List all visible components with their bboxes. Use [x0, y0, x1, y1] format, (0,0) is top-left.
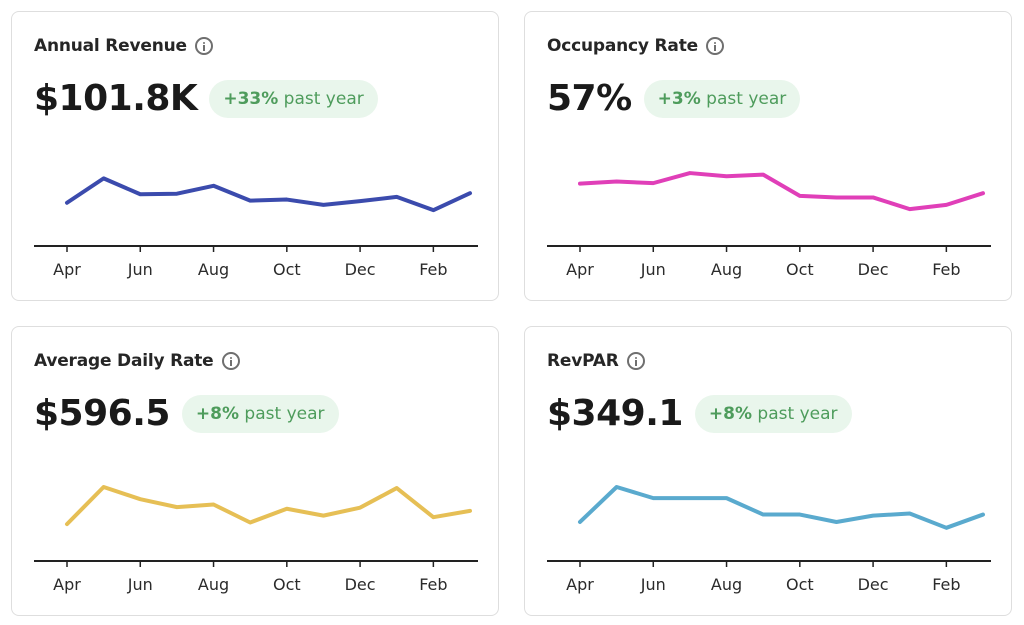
card-title: RevPAR	[547, 351, 619, 371]
change-suffix: past year	[752, 403, 838, 424]
change-percent: +3%	[657, 88, 701, 109]
metric-row: 57% +3% past year	[547, 78, 801, 119]
card-header: Annual Revenue	[34, 36, 213, 56]
card-title: Occupancy Rate	[547, 36, 698, 56]
metric-row: $101.8K +33% past year	[34, 78, 378, 119]
metric-value: $596.5	[34, 393, 170, 434]
change-badge: +8% past year	[694, 394, 852, 433]
x-tick-label: Jun	[640, 575, 666, 594]
x-tick-label: Oct	[786, 260, 814, 279]
metric-value: $349.1	[547, 393, 683, 434]
occupancy-rate-chart: Apr Jun Aug Oct Dec Feb	[547, 171, 991, 279]
revpar-chart: Apr Jun Aug Oct Dec Feb	[547, 485, 991, 594]
change-percent: +8%	[195, 403, 240, 424]
occupancy-rate-card: Occupancy Rate 57% +3% past year Apr Jun A…	[524, 11, 1012, 301]
change-percent: +33%	[223, 88, 279, 109]
series-line	[578, 485, 985, 530]
average-daily-rate-card: Average Daily Rate $596.5 +8% past year …	[11, 326, 499, 616]
x-tick-label: Apr	[566, 260, 594, 279]
info-icon[interactable]	[705, 37, 724, 55]
change-suffix: past year	[278, 88, 364, 109]
x-tick-label: Feb	[932, 575, 960, 594]
x-tick-label: Jun	[640, 260, 666, 279]
x-tick-label: Dec	[345, 575, 376, 594]
x-tick-label: Aug	[198, 260, 229, 279]
x-tick-label: Aug	[711, 260, 742, 279]
x-tick-label: Feb	[419, 260, 447, 279]
revpar-card: RevPAR $349.1 +8% past year Apr Jun Aug Oct…	[524, 326, 1012, 616]
annual-revenue-chart: Apr Jun Aug Oct Dec Feb	[34, 176, 478, 279]
info-icon[interactable]	[626, 352, 645, 370]
card-title: Average Daily Rate	[34, 351, 214, 371]
x-tick-label: Oct	[273, 260, 301, 279]
series-line	[65, 176, 472, 213]
x-tick-label: Apr	[53, 575, 81, 594]
change-badge: +8% past year	[181, 394, 339, 433]
x-tick-label: Oct	[273, 575, 301, 594]
change-suffix: past year	[700, 88, 787, 109]
metric-value: $101.8K	[34, 78, 198, 119]
annual-revenue-card: Annual Revenue $101.8K +33% past year Ap…	[11, 11, 499, 301]
series-line	[65, 485, 472, 527]
card-title: Annual Revenue	[34, 36, 187, 56]
x-tick-label: Apr	[53, 260, 81, 279]
series-line	[578, 171, 985, 212]
average-daily-rate-chart: Apr Jun Aug Oct Dec Feb	[34, 485, 478, 594]
metric-row: $349.1 +8% past year	[547, 393, 852, 434]
change-percent: +8%	[708, 403, 753, 424]
card-header: Average Daily Rate	[34, 351, 240, 371]
x-tick-label: Aug	[711, 575, 742, 594]
info-icon[interactable]	[221, 352, 240, 370]
x-tick-label: Feb	[932, 260, 960, 279]
info-icon[interactable]	[194, 37, 213, 55]
change-badge: +3% past year	[643, 79, 801, 118]
metric-value: 57%	[547, 78, 632, 119]
metric-row: $596.5 +8% past year	[34, 393, 339, 434]
change-badge: +33% past year	[209, 79, 378, 118]
card-header: Occupancy Rate	[547, 36, 724, 56]
x-tick-label: Jun	[127, 260, 153, 279]
x-tick-label: Dec	[345, 260, 376, 279]
x-tick-label: Aug	[198, 575, 229, 594]
x-tick-label: Apr	[566, 575, 594, 594]
change-suffix: past year	[239, 403, 325, 424]
x-tick-label: Oct	[786, 575, 814, 594]
card-header: RevPAR	[547, 351, 645, 371]
x-tick-label: Dec	[858, 260, 889, 279]
x-tick-label: Feb	[419, 575, 447, 594]
x-tick-label: Jun	[127, 575, 153, 594]
x-tick-label: Dec	[858, 575, 889, 594]
